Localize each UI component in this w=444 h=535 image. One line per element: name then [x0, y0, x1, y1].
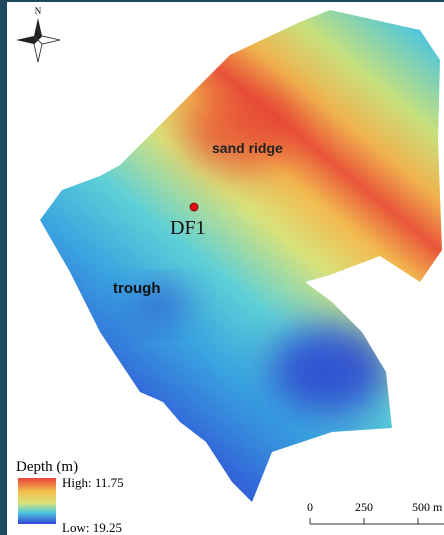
scale-label: 250: [355, 500, 373, 514]
legend-ramp: [18, 478, 56, 524]
frame-edge: [0, 0, 7, 535]
scale-label: 500 m: [412, 500, 443, 514]
compass-label: N: [35, 6, 42, 16]
station-marker: [190, 203, 198, 211]
page: N sand ridge DF1 trough Depth (m) High: …: [0, 0, 444, 535]
map: N sand ridge DF1 trough Depth (m) High: …: [0, 0, 444, 535]
ridge-label: sand ridge: [212, 140, 283, 156]
trough-label: trough: [113, 280, 160, 297]
legend-title: Depth (m): [16, 459, 78, 475]
frame-edge: [0, 0, 444, 2]
legend-high: High: 11.75: [62, 475, 124, 490]
legend-low: Low: 19.25: [62, 520, 122, 535]
station-label: DF1: [170, 217, 206, 239]
ridge-zone: [185, 90, 295, 170]
scale-label: 0: [307, 500, 313, 514]
